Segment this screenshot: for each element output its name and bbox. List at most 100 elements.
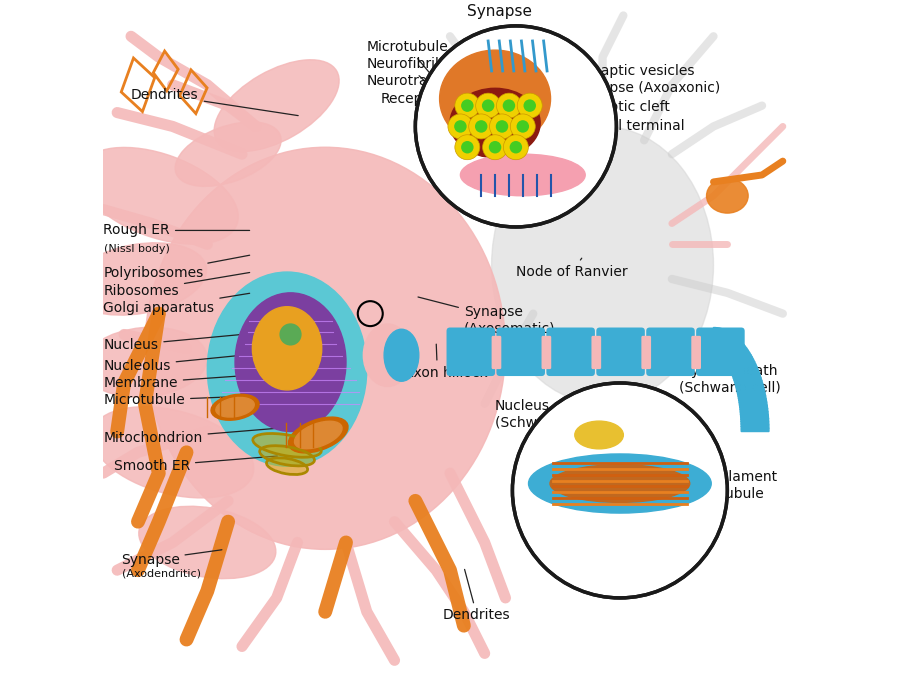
Text: Microfilament: Microfilament <box>651 470 778 486</box>
Ellipse shape <box>69 243 206 315</box>
Polygon shape <box>719 329 725 357</box>
Polygon shape <box>732 354 752 377</box>
Polygon shape <box>727 341 742 366</box>
Circle shape <box>524 99 536 112</box>
Ellipse shape <box>235 293 346 432</box>
Text: (Axodendritic): (Axodendritic) <box>122 569 201 579</box>
Polygon shape <box>716 328 721 356</box>
Text: Polyribosomes: Polyribosomes <box>104 255 249 280</box>
Ellipse shape <box>214 60 339 152</box>
Polygon shape <box>734 364 757 384</box>
Ellipse shape <box>83 327 207 397</box>
Ellipse shape <box>575 421 624 449</box>
Ellipse shape <box>384 329 419 382</box>
Ellipse shape <box>450 88 540 158</box>
Ellipse shape <box>79 147 238 244</box>
Ellipse shape <box>207 272 367 466</box>
Circle shape <box>503 99 515 112</box>
Text: Synapse
(Axosomatic): Synapse (Axosomatic) <box>418 297 555 336</box>
FancyBboxPatch shape <box>696 327 744 376</box>
Polygon shape <box>726 339 741 365</box>
FancyBboxPatch shape <box>597 327 644 376</box>
Polygon shape <box>722 333 733 360</box>
Polygon shape <box>738 380 762 396</box>
Text: Microtubule: Microtubule <box>651 487 764 501</box>
Polygon shape <box>741 422 769 427</box>
Ellipse shape <box>252 306 321 390</box>
FancyBboxPatch shape <box>546 327 595 376</box>
FancyBboxPatch shape <box>497 327 545 376</box>
Polygon shape <box>734 361 756 382</box>
Polygon shape <box>741 409 768 417</box>
FancyBboxPatch shape <box>691 336 701 369</box>
Ellipse shape <box>216 398 254 417</box>
FancyBboxPatch shape <box>642 336 651 369</box>
Text: Dendrites: Dendrites <box>443 569 510 622</box>
Text: Node of Ranvier: Node of Ranvier <box>516 258 627 279</box>
Text: Axon: Axon <box>651 505 717 518</box>
Polygon shape <box>741 415 769 422</box>
Circle shape <box>512 383 727 598</box>
Text: Dendrites: Dendrites <box>131 88 298 115</box>
Text: (Nissl body): (Nissl body) <box>104 244 170 254</box>
Circle shape <box>510 114 536 139</box>
Text: Mitochondrion: Mitochondrion <box>104 428 277 445</box>
Ellipse shape <box>255 434 320 456</box>
Polygon shape <box>718 329 724 357</box>
Polygon shape <box>733 357 753 379</box>
Polygon shape <box>734 359 754 380</box>
Polygon shape <box>739 393 766 405</box>
FancyBboxPatch shape <box>446 327 495 376</box>
Polygon shape <box>730 348 748 372</box>
Polygon shape <box>724 335 736 362</box>
Ellipse shape <box>550 465 689 502</box>
Circle shape <box>503 135 528 160</box>
Polygon shape <box>739 389 765 403</box>
Circle shape <box>482 99 494 112</box>
Text: Neurotransmitter: Neurotransmitter <box>367 74 487 107</box>
Ellipse shape <box>261 447 312 465</box>
Polygon shape <box>723 334 734 361</box>
Text: Golgi apparatus: Golgi apparatus <box>104 293 249 315</box>
Polygon shape <box>735 367 758 386</box>
Ellipse shape <box>176 122 281 186</box>
Circle shape <box>454 135 480 160</box>
Ellipse shape <box>212 394 259 420</box>
Circle shape <box>461 99 473 112</box>
Polygon shape <box>742 425 769 429</box>
Text: Ribosomes: Ribosomes <box>104 272 249 297</box>
Polygon shape <box>716 328 719 356</box>
Text: Nucleolus: Nucleolus <box>104 356 239 373</box>
Ellipse shape <box>289 417 348 453</box>
Ellipse shape <box>280 324 301 345</box>
Polygon shape <box>741 418 769 424</box>
Polygon shape <box>732 352 751 375</box>
Circle shape <box>454 93 480 118</box>
Circle shape <box>469 114 494 139</box>
Polygon shape <box>714 327 716 355</box>
Ellipse shape <box>268 459 306 473</box>
Polygon shape <box>725 338 739 364</box>
Polygon shape <box>742 428 769 432</box>
Ellipse shape <box>294 421 342 449</box>
FancyBboxPatch shape <box>591 336 601 369</box>
Text: Nucleus
(Schwann cell): Nucleus (Schwann cell) <box>495 399 610 430</box>
Ellipse shape <box>461 154 585 196</box>
Polygon shape <box>715 327 717 355</box>
Polygon shape <box>739 386 764 400</box>
Polygon shape <box>735 369 759 388</box>
Circle shape <box>448 114 472 139</box>
Ellipse shape <box>145 147 506 549</box>
Polygon shape <box>724 336 738 363</box>
Circle shape <box>454 120 466 133</box>
Circle shape <box>489 141 501 154</box>
Polygon shape <box>738 384 763 398</box>
FancyBboxPatch shape <box>491 336 501 369</box>
Circle shape <box>518 93 542 118</box>
Text: Axonal terminal: Axonal terminal <box>539 120 684 140</box>
Text: Microtubule: Microtubule <box>367 40 448 83</box>
Text: Membrane: Membrane <box>104 376 236 390</box>
Ellipse shape <box>706 179 748 213</box>
Polygon shape <box>740 399 767 410</box>
Text: Microtubule: Microtubule <box>104 393 229 407</box>
